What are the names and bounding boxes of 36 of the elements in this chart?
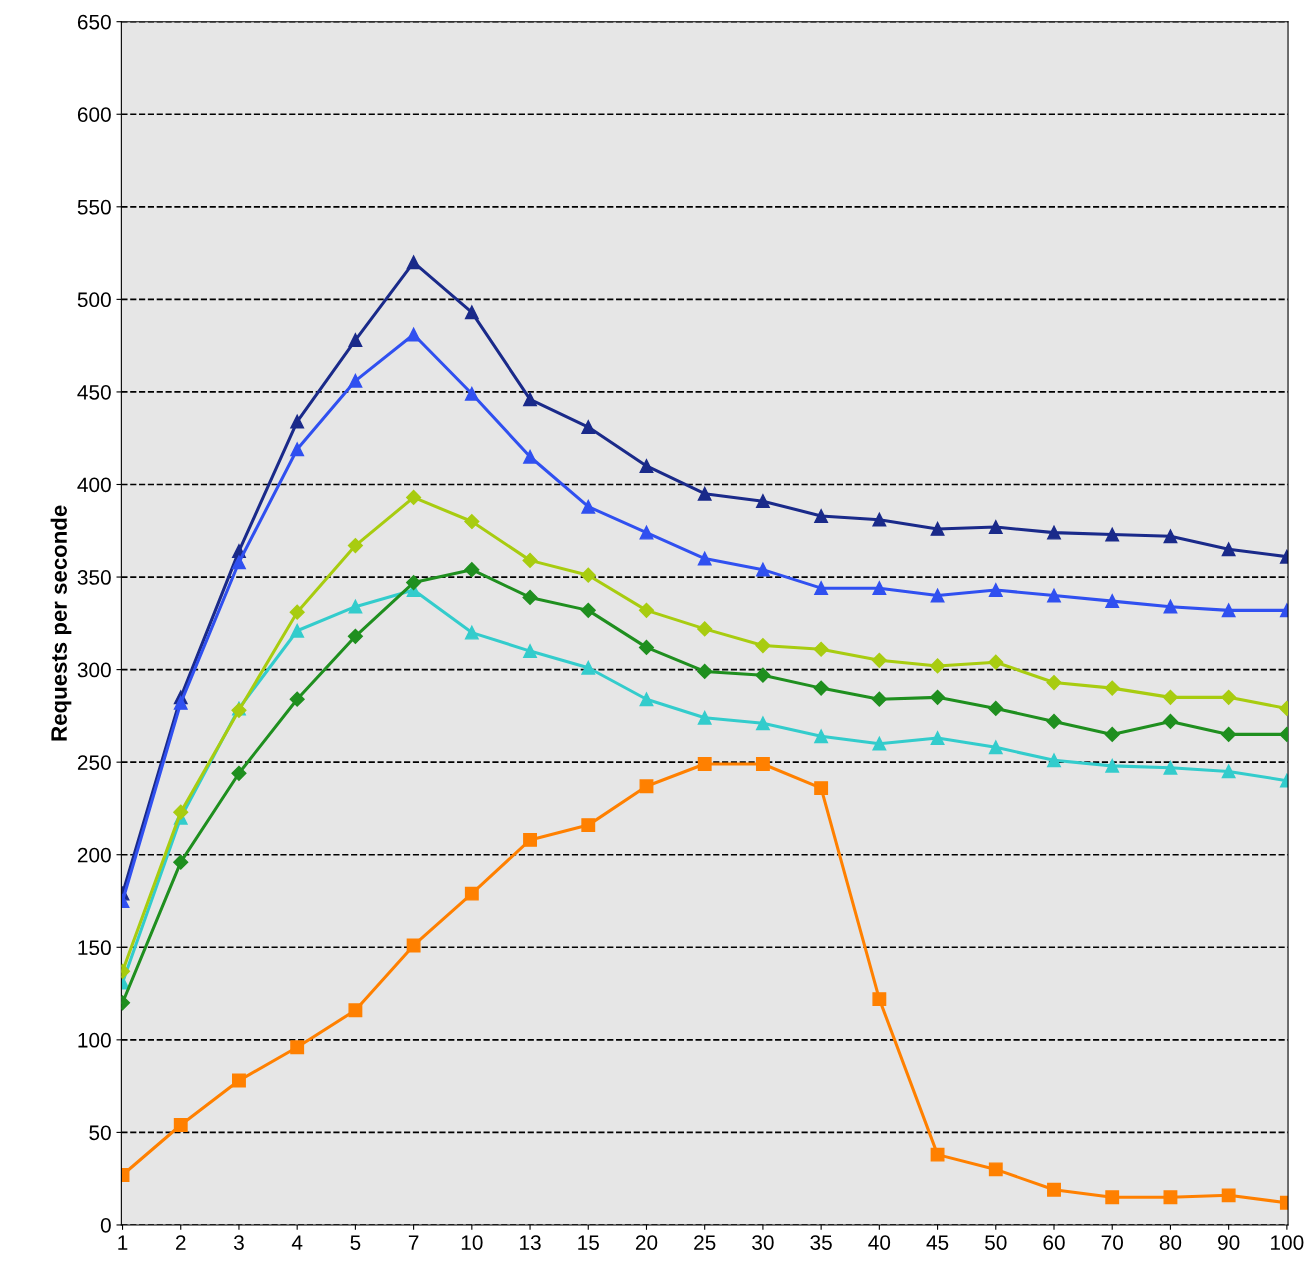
y-tick-label: 450 xyxy=(77,384,111,400)
x-tick-label: 70 xyxy=(1101,1235,1123,1250)
y-tick-label: 150 xyxy=(78,940,111,956)
y-tick-label: 250 xyxy=(77,755,111,770)
x-tick-label: 90 xyxy=(1218,1235,1240,1250)
x-tick-label: 45 xyxy=(926,1235,949,1250)
x-tick-label: 13 xyxy=(520,1235,541,1250)
x-tick-label: 50 xyxy=(985,1235,1007,1250)
y-tick-label: 500 xyxy=(77,292,111,308)
x-tick-label: 10 xyxy=(461,1235,483,1250)
x-tick-label: 3 xyxy=(233,1235,244,1250)
y-tick-label: 100 xyxy=(78,1032,111,1048)
y-tick-label: 350 xyxy=(77,570,111,585)
x-tick-label: 40 xyxy=(868,1235,891,1250)
x-tick-label: 15 xyxy=(578,1235,599,1250)
x-tick-label: 5 xyxy=(350,1235,361,1250)
x-tick-label: 7 xyxy=(408,1235,419,1250)
x-tick-label: 4 xyxy=(291,1235,303,1250)
x-tick-label: 20 xyxy=(635,1235,658,1250)
y-tick-label: 600 xyxy=(77,107,111,122)
x-tick-label: 100 xyxy=(1271,1235,1304,1250)
y-tick-label: 550 xyxy=(77,199,111,215)
y-tick-label: 0 xyxy=(100,1217,111,1233)
y-axis-title: Requests per seconde xyxy=(50,505,72,741)
y-tick-label: 50 xyxy=(89,1125,111,1141)
y-tick-label: 300 xyxy=(77,662,111,678)
x-tick-label: 2 xyxy=(176,1235,186,1250)
y-tick-label: 400 xyxy=(77,477,111,493)
x-tick-label: 1 xyxy=(118,1235,128,1250)
x-tick-label: 35 xyxy=(810,1235,832,1250)
x-tick-label: 30 xyxy=(752,1235,774,1250)
x-tick-label: 80 xyxy=(1159,1235,1182,1250)
x-tick-label: 60 xyxy=(1043,1235,1065,1250)
x-tick-label: 25 xyxy=(694,1235,716,1250)
y-tick-label: 200 xyxy=(77,847,111,863)
y-tick-label: 650 xyxy=(77,14,111,30)
